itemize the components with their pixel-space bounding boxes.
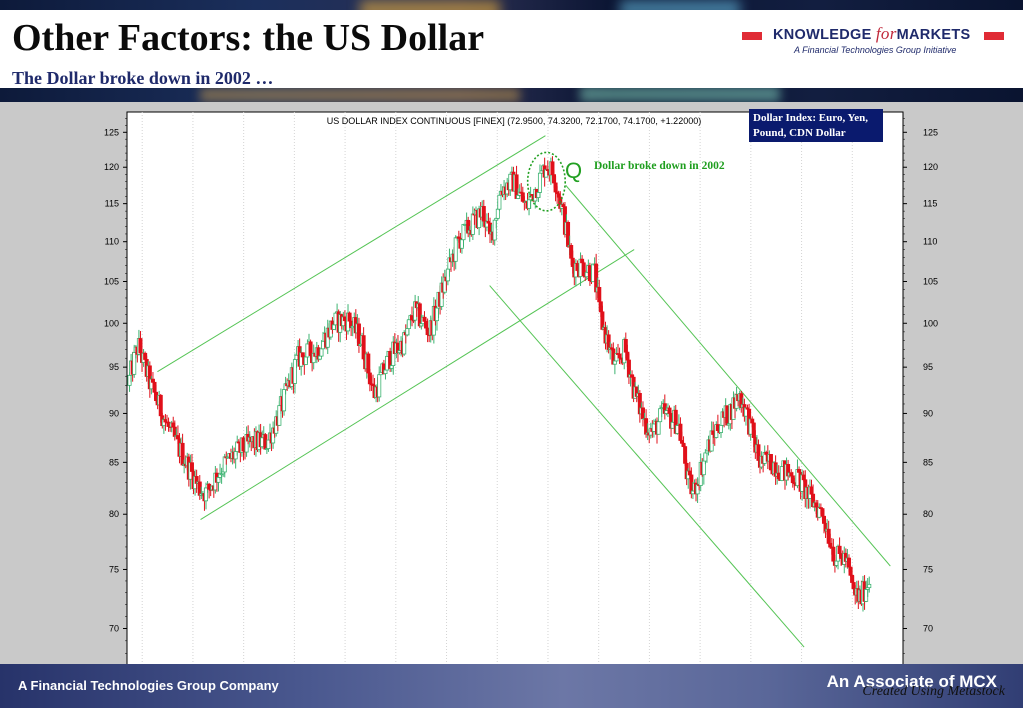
y-label-right: 110 [923,237,937,247]
trendlines [157,135,891,648]
logo-tagline: A Financial Technologies Group Initiativ… [794,45,957,55]
slide-title: Other Factors: the US Dollar [12,17,485,59]
y-label-right: 125 [923,127,938,137]
breakdown-ellipse [526,151,567,212]
logo-name-part1: KNOWLEDGE [773,27,872,43]
candle-body [158,394,163,417]
y-label-left: 90 [109,408,119,418]
logo-bar-left [742,32,762,40]
metastock-credit: Created Using Metastock [862,684,1005,699]
y-label-left: 105 [104,277,119,287]
candle-body [718,424,723,433]
chart-title: US DOLLAR INDEX CONTINUOUS [FINEX] (72.9… [327,116,701,126]
logo-name-part2: for [875,24,897,43]
y-axis-left: 70 75 80 85 90 95 100 105 110 115 120 125 [104,118,127,654]
candle-body [837,545,842,554]
y-label-left: 100 [104,318,119,328]
y-label-left: 80 [109,509,119,519]
y-label-right: 80 [923,509,933,519]
candle-body [319,348,324,357]
y-label-left: 75 [109,564,119,574]
candle-body [597,287,602,303]
trendline [489,285,805,648]
candles [127,156,872,612]
y-label-right: 120 [923,162,938,172]
candle-body [207,483,212,490]
annotation-text: Dollar broke down in 2002 [594,160,725,172]
candle-body [867,583,872,589]
logo-name-part3: MARKETS [896,27,971,43]
y-label-right: 85 [923,457,933,467]
candle-body [383,369,388,374]
y-label-left: 95 [109,362,119,372]
candle-body [235,441,240,452]
candle-body [377,374,382,398]
trendline [200,249,635,521]
candle-body [497,194,502,210]
footer-company: A Financial Technologies Group Company [18,678,279,693]
y-label-left: 120 [104,162,119,172]
y-label-left: 70 [109,624,119,634]
candle-body [308,341,313,356]
plot-area [126,111,904,664]
y-label-right: 95 [923,362,933,372]
candle-body [725,405,730,426]
candle-body [797,469,802,473]
knowledge-for-markets-logo: KNOWLEDGE forMARKETS A Financial Technol… [740,24,1005,60]
legend-line-2: Pound, CDN Dollar [753,127,846,139]
y-label-right: 70 [923,624,933,634]
y-label-right: 75 [923,564,933,574]
candle-body [481,206,486,222]
annotation-marker: Q [565,158,582,183]
y-label-left: 115 [105,199,119,209]
trendline [157,135,546,373]
y-label-left: 85 [109,457,119,467]
y-label-right: 105 [923,277,938,287]
candle-body [656,421,661,435]
logo-bar-right [984,32,1004,40]
logo-name: KNOWLEDGE forMARKETS [773,24,970,44]
candle-body [846,557,851,568]
year-gridlines [141,112,853,664]
trendline [565,184,891,567]
y-label-left: 110 [105,237,119,247]
y-label-right: 100 [923,318,938,328]
y-label-right: 115 [923,199,937,209]
y-axis-right: 70 75 80 85 90 95 100 105 110 115 120 125 [903,118,938,654]
title-panel [0,10,1023,88]
footer-bar: A Financial Technologies Group Company A… [0,664,1023,708]
candle-body [537,172,542,193]
y-label-left: 125 [104,127,119,137]
candle-body [453,237,458,262]
legend-line-1: Dollar Index: Euro, Yen, [753,112,868,124]
footer-associate: An Associate of MCX [826,672,997,691]
y-label-right: 90 [923,408,933,418]
slide-subtitle: The Dollar broke down in 2002 … [12,68,274,88]
dollar-index-chart: 70 75 80 85 90 95 100 105 110 115 120 125 70 75 80 85 9… [104,109,938,664]
legend-box [749,109,883,142]
